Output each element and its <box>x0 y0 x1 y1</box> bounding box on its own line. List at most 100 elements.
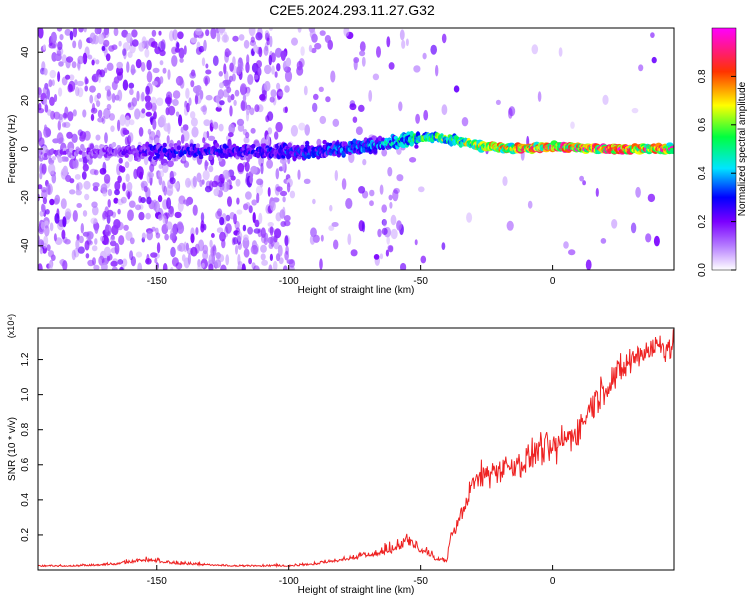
heatmap-cell <box>579 175 584 182</box>
heatmap-cell <box>128 200 136 208</box>
heatmap-cell <box>168 105 176 116</box>
heatmap-cell <box>396 174 404 182</box>
heatmap-cell <box>166 197 172 210</box>
heatmap-cell <box>237 57 243 69</box>
heatmap-cell <box>212 245 217 256</box>
heatmap-cell <box>179 79 185 89</box>
heatmap-cell <box>289 190 296 199</box>
heatmap-cell <box>316 138 322 146</box>
heatmap-cell <box>89 85 96 93</box>
snr-y-ticks: 0.2 0.4 0.6 0.8 1.0 1.2 <box>20 352 43 542</box>
heatmap-cell <box>269 253 273 261</box>
heatmap-cell <box>157 170 165 178</box>
heatmap-cell <box>297 28 302 33</box>
heatmap-cell <box>57 71 61 82</box>
heatmap-cell <box>264 80 271 92</box>
heatmap-cell <box>38 102 42 111</box>
heatmap-cell <box>167 69 171 80</box>
heatmap-cell <box>160 39 166 52</box>
heatmap-cell <box>145 101 153 111</box>
heatmap-cell <box>324 35 331 43</box>
colorbar: 0.0 0.2 0.4 0.6 0.8 Normalized spectral ampl… <box>697 27 748 277</box>
snr-y-multiplier: (x10⁴) <box>6 314 16 338</box>
snr-x-tick-label: 0 <box>550 576 556 587</box>
heatmap-cell <box>361 56 366 67</box>
heatmap-cell <box>236 197 240 205</box>
heatmap-cell <box>260 253 266 261</box>
heatmap-cell <box>151 102 157 112</box>
heatmap-cell <box>100 236 104 242</box>
heatmap-cell <box>53 233 57 242</box>
heatmap-cell <box>153 111 157 120</box>
heatmap-cell <box>146 71 153 83</box>
heatmap-cell <box>122 127 128 135</box>
heatmap-cell <box>131 97 138 107</box>
snr-series-line <box>38 329 674 569</box>
colorbar-gradient <box>711 27 737 271</box>
heatmap-cell <box>240 84 246 96</box>
heatmap-cell <box>220 264 227 270</box>
heatmap-cell <box>224 70 229 81</box>
spectrogram-y-label: Frequency (Hz) <box>7 115 18 184</box>
heatmap-cell <box>216 32 221 43</box>
heatmap-cell <box>149 131 156 141</box>
heatmap-cell <box>85 253 90 259</box>
heatmap-cell <box>38 28 44 39</box>
heatmap-cell <box>175 262 183 270</box>
heatmap-cell <box>110 125 115 132</box>
heatmap-cell <box>195 28 203 36</box>
heatmap-cell <box>244 161 250 172</box>
heatmap-cell <box>531 44 539 55</box>
heatmap-cell <box>170 267 174 270</box>
heatmap-cell <box>126 61 130 73</box>
heatmap-cell <box>180 126 184 133</box>
heatmap-cell <box>110 260 118 267</box>
snr-y-label: SNR (10 * v/v) <box>7 417 18 481</box>
heatmap-cell <box>140 61 146 72</box>
heatmap-cell <box>166 135 170 144</box>
heatmap-cell <box>141 91 145 102</box>
heatmap-cell <box>136 90 140 102</box>
heatmap-cell <box>129 88 134 96</box>
heatmap-cell <box>233 99 237 106</box>
heatmap-cell <box>83 180 91 190</box>
heatmap-cell <box>94 222 99 235</box>
heatmap-cell <box>84 85 88 92</box>
heatmap-cell <box>90 107 98 114</box>
heatmap-cell <box>199 179 203 187</box>
heatmap-cell <box>284 106 288 113</box>
heatmap-cell <box>243 248 250 258</box>
heatmap-cell <box>420 255 427 264</box>
heatmap-cell <box>231 73 236 82</box>
heatmap-cell <box>69 147 74 153</box>
heatmap-cell <box>159 60 164 66</box>
heatmap-cell <box>236 209 243 215</box>
heatmap-cell <box>76 80 84 87</box>
heatmap-cell <box>208 254 214 266</box>
heatmap-cell <box>157 41 166 52</box>
heatmap-cell <box>331 222 339 227</box>
heatmap-cell <box>264 64 272 75</box>
heatmap-cell <box>253 74 259 80</box>
heatmap-cell <box>97 109 103 118</box>
heatmap-cell <box>117 259 124 265</box>
heatmap-cell <box>214 142 220 148</box>
heatmap-cell <box>258 46 263 58</box>
heatmap-cell <box>319 115 327 125</box>
heatmap-cell <box>495 99 501 105</box>
heatmap-cell <box>175 111 180 117</box>
heatmap-cell <box>218 71 223 77</box>
heatmap-cells <box>38 28 674 270</box>
colorbar-tick-label: 0.4 <box>697 166 708 180</box>
heatmap-cell <box>441 33 447 44</box>
heatmap-cell <box>141 232 146 240</box>
heatmap-cell <box>58 156 63 163</box>
heatmap-cell <box>58 61 64 67</box>
heatmap-cell <box>185 177 191 188</box>
heatmap-cell <box>237 123 245 132</box>
heatmap-cell <box>47 163 56 175</box>
heatmap-cell <box>300 145 305 150</box>
heatmap-cell <box>87 54 93 60</box>
heatmap-cell <box>106 91 112 101</box>
heatmap-cell <box>250 244 259 255</box>
